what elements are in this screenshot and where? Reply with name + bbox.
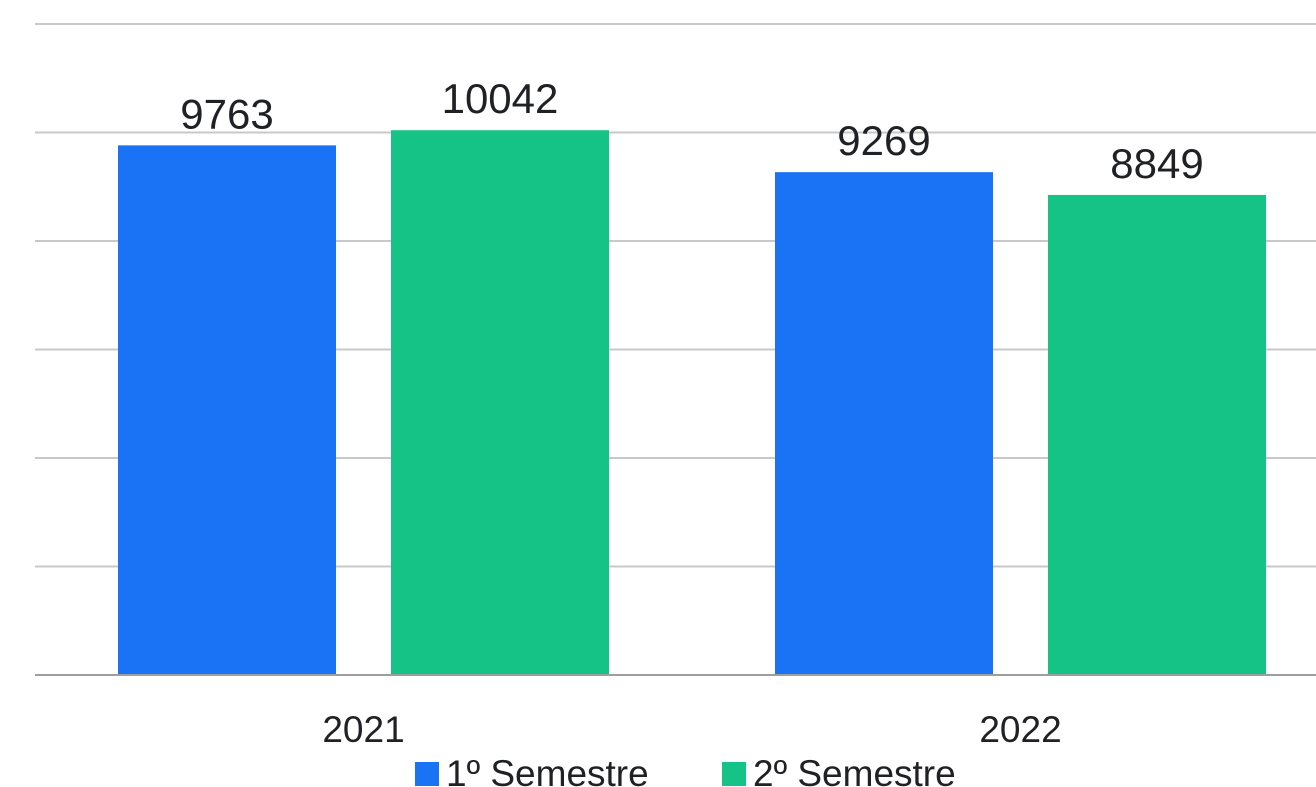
bar-2022-series-2 (1048, 194, 1266, 675)
data-label-2022-series-1: 9269 (837, 117, 930, 164)
legend-label-series-1: 1º Semestre (446, 753, 649, 787)
x-tick-label-2021: 2021 (322, 709, 404, 750)
data-label-2021-series-2: 10042 (442, 75, 559, 122)
x-tick-label-2022: 2022 (979, 709, 1061, 750)
bars (118, 130, 1266, 676)
bar-2021-series-1 (118, 145, 336, 676)
x-axis: 2021 2022 (35, 674, 1316, 750)
data-label-2021-series-1: 9763 (180, 90, 273, 137)
bar-2021-series-2 (391, 130, 609, 675)
legend-swatch-series-1 (415, 762, 439, 786)
bar-2022-series-1 (775, 172, 993, 676)
value-labels: 9763 10042 9269 8849 (180, 75, 1203, 187)
legend: 1º Semestre 2º Semestre (415, 753, 956, 787)
legend-label-series-2: 2º Semestre (753, 753, 956, 787)
data-label-2022-series-2: 8849 (1110, 140, 1203, 187)
legend-swatch-series-2 (722, 762, 746, 786)
